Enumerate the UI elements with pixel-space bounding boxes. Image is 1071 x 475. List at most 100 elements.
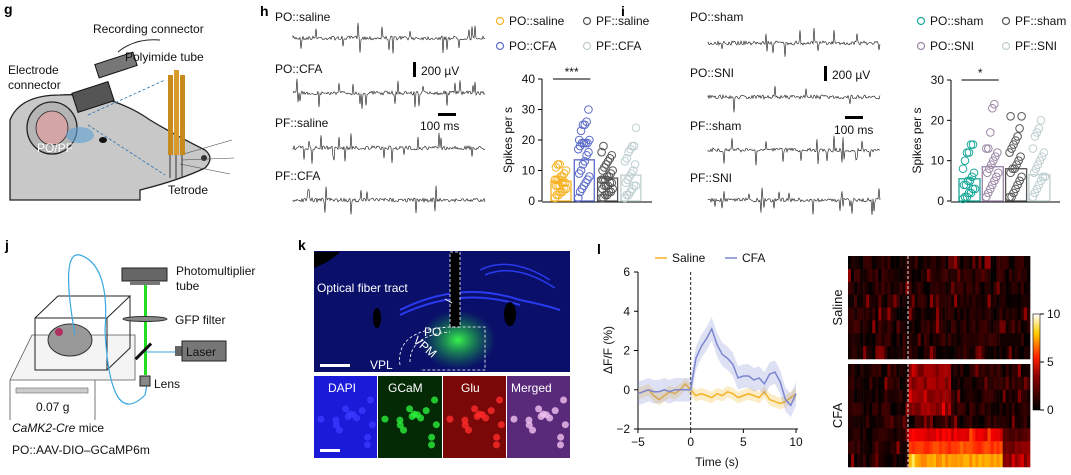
gfp-filter-label: GFP filter — [175, 313, 225, 327]
heatmap-cell — [978, 415, 982, 429]
heatmap-cell — [914, 346, 919, 360]
heatmap-cell — [960, 281, 964, 295]
heatmap-cell — [884, 281, 888, 295]
heatmap-cell — [1011, 294, 1016, 308]
heatmap-cell — [951, 320, 955, 334]
heatmap-cell — [1020, 256, 1025, 270]
heatmap-cell — [884, 307, 888, 321]
heatmap-cell — [972, 307, 976, 321]
heatmap-cell — [1020, 320, 1025, 334]
heatmap-cell — [851, 389, 855, 403]
heatmap-cell — [948, 402, 952, 416]
electrode-label: Electrode — [8, 63, 59, 77]
legend-label: PF::saline — [596, 14, 650, 28]
heatmap-cell — [975, 333, 979, 347]
heatmap-cell — [857, 415, 861, 429]
heatmap-cell — [1017, 454, 1022, 468]
heatmap-cell — [881, 364, 885, 378]
heatmap-cell — [872, 441, 876, 455]
heatmap-cell — [860, 346, 864, 360]
heatmap-cell — [963, 454, 967, 468]
heatmap-cell — [1005, 256, 1010, 270]
heatmap-cell — [972, 376, 976, 391]
heatmap-cell — [923, 415, 928, 429]
heatmap-cell — [1008, 415, 1013, 429]
heatmap-cell — [917, 402, 922, 416]
heatmap-cell — [899, 389, 903, 403]
heatmap-cell — [896, 428, 900, 442]
heatmap-cell — [987, 333, 991, 347]
heatmap-cell — [893, 320, 897, 334]
heatmap-cell — [993, 333, 997, 347]
heatmap-cell — [969, 415, 973, 429]
heatmap-cell — [872, 428, 876, 442]
data-point — [631, 181, 641, 191]
heatmap-cell — [963, 428, 967, 442]
heatmap-cell — [902, 454, 906, 468]
heatmap-cell — [960, 389, 964, 403]
heatmap-cell — [872, 415, 876, 429]
heatmap-cell — [966, 256, 970, 270]
heatmap-cell — [893, 364, 897, 378]
heatmap-cell — [954, 346, 958, 360]
heatmap-cell — [1011, 454, 1016, 468]
data-point — [988, 180, 997, 190]
heatmap-cell — [936, 268, 940, 283]
heatmap-cell — [954, 402, 958, 416]
heatmap-cell — [969, 454, 973, 468]
heatmap-cell — [951, 389, 955, 403]
heatmap-cell — [990, 454, 994, 468]
heatmap-cell — [920, 294, 925, 308]
heatmap-cell — [860, 454, 864, 468]
legend-marker — [1001, 16, 1011, 26]
heatmap-cell — [929, 307, 934, 321]
heatmap-cell — [939, 428, 943, 442]
data-point — [991, 152, 1000, 161]
heatmap-cell — [914, 402, 919, 416]
heatmap-cell — [1002, 364, 1007, 378]
heatmap-cell — [884, 294, 888, 308]
heatmap-cell — [957, 256, 961, 270]
heatmap-cell — [987, 454, 991, 468]
heatmap-cell — [896, 256, 900, 270]
heatmap-cell — [899, 441, 903, 455]
heatmap-cell — [905, 428, 909, 442]
heatmap-cell — [954, 454, 958, 468]
heatmap-cell — [960, 364, 964, 378]
heatmap-cell — [878, 402, 882, 416]
heatmap-cell — [990, 268, 994, 283]
heatmap-cell — [851, 364, 855, 378]
region-label: PO/PF — [37, 141, 73, 155]
heatmap-cell — [869, 268, 873, 283]
heatmap-cell — [929, 441, 934, 455]
heatmap-cell — [942, 402, 946, 416]
heatmap-cell — [984, 402, 988, 416]
heatmap-cell — [1023, 256, 1028, 270]
cell-body — [535, 405, 543, 413]
heatmap-cell — [926, 441, 931, 455]
heatmap-cell — [905, 281, 909, 295]
series-line — [637, 327, 797, 407]
heatmap-cell — [920, 333, 925, 347]
heatmap-cell — [996, 281, 1000, 295]
heatmap-cell — [887, 376, 891, 391]
heatmap-cell — [942, 320, 946, 334]
data-point — [1035, 156, 1045, 165]
panel-j: j Photomultiplier tube GFP filter Laser … — [4, 237, 255, 457]
heatmap-cell — [884, 376, 888, 391]
heatmap-cell — [929, 415, 934, 429]
heatmap-cell — [981, 307, 985, 321]
heatmap-cell — [926, 389, 931, 403]
heatmap-cell — [1008, 441, 1013, 455]
heatmap-cell — [987, 402, 991, 416]
heatmap-cell — [954, 415, 958, 429]
heatmap-cell — [902, 441, 906, 455]
heatmap-cell — [984, 389, 988, 403]
heatmap-cell — [857, 389, 861, 403]
data-point — [1031, 164, 1041, 174]
heatmap-cell — [948, 441, 952, 455]
heatmap-cell — [887, 294, 891, 308]
heatmap-cell — [1008, 389, 1013, 403]
heatmap-cell — [954, 364, 958, 378]
cell-body — [381, 415, 389, 423]
